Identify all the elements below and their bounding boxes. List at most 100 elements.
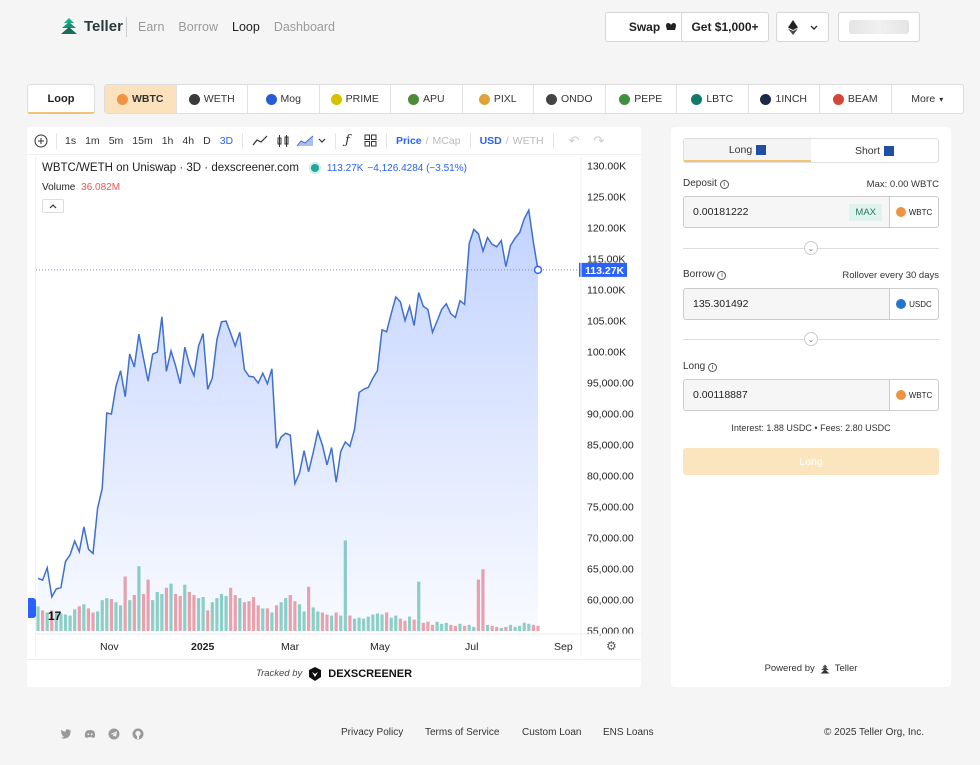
twitter-icon[interactable] xyxy=(60,728,72,740)
borrow-asset-selector[interactable]: USDC xyxy=(889,289,938,319)
token-tab-mog[interactable]: Mog xyxy=(248,85,320,113)
chevron-down-icon[interactable] xyxy=(318,138,326,143)
footer-custom-loan-link[interactable]: Custom Loan xyxy=(522,727,582,738)
token-tab-weth[interactable]: WETH xyxy=(177,85,248,113)
token-tab-lbtc[interactable]: LBTC xyxy=(677,85,749,113)
indicators-fx-icon[interactable]: ƒ xyxy=(345,133,350,148)
token-tab-apu[interactable]: APU xyxy=(391,85,463,113)
copyright: © 2025 Teller Org, Inc. xyxy=(824,727,925,738)
borrow-field[interactable]: 135.301492 USDC xyxy=(683,288,939,320)
network-selector[interactable] xyxy=(776,12,829,42)
nav-earn[interactable]: Earn xyxy=(138,20,165,34)
chart-title: WBTC/WETH on Uniswap · 3D · dexscreener.… xyxy=(42,162,467,174)
deposit-value[interactable]: 0.00181222 xyxy=(693,206,749,218)
layout-grid-icon[interactable] xyxy=(364,134,377,147)
y-tick-label: 70,000.00 xyxy=(587,533,634,545)
y-tick-label: 75,000.00 xyxy=(587,502,634,514)
wbtc-icon xyxy=(895,207,906,217)
token-tab-wbtc[interactable]: WBTC xyxy=(105,85,177,113)
interest-fees: Interest: 1.88 USDC • Fees: 2.80 USDC xyxy=(731,423,891,433)
more-tokens-dropdown[interactable]: More ▾ xyxy=(892,85,964,113)
token-tab-1inch[interactable]: 1INCH xyxy=(749,85,820,113)
github-icon[interactable] xyxy=(132,728,144,740)
interval-3d[interactable]: 3D xyxy=(219,134,234,147)
max-button[interactable]: MAX xyxy=(849,203,882,221)
x-tick-label: Jul xyxy=(465,641,478,653)
token-tab-pepe[interactable]: PEPE xyxy=(606,85,677,113)
token-label: Mog xyxy=(280,93,301,105)
long-submit-button[interactable]: Long xyxy=(683,448,939,475)
discord-icon[interactable] xyxy=(84,728,96,740)
interval-4h[interactable]: 4h xyxy=(182,134,195,147)
x-tick-label: Sep xyxy=(554,641,573,653)
chevron-down-circle-icon: ⌄ xyxy=(804,332,818,346)
token-tab-ondo[interactable]: ONDO xyxy=(534,85,606,113)
usdc-icon xyxy=(896,299,907,309)
teller-logo[interactable]: Teller xyxy=(60,17,123,35)
footer-privacy-link[interactable]: Privacy Policy xyxy=(341,727,404,738)
y-tick-label: 115.00K xyxy=(587,254,625,266)
interval-15m[interactable]: 15m xyxy=(132,134,153,147)
apu-icon xyxy=(407,93,419,105)
footer-terms-link[interactable]: Terms of Service xyxy=(425,727,500,738)
deposit-field[interactable]: 0.00181222 MAX WBTC xyxy=(683,196,939,228)
interval-5m[interactable]: 5m xyxy=(108,134,124,147)
chart-toolbar: 1s 1m 5m 15m 1h 4h D 3D ƒ Price / MCap USD / WE… xyxy=(27,127,641,155)
chart-title-text: WBTC/WETH on Uniswap · 3D · dexscreener.… xyxy=(42,162,299,174)
long-tab[interactable]: Long xyxy=(684,139,811,162)
undo-icon[interactable]: ↶ xyxy=(568,132,580,148)
long-asset-selector[interactable]: WBTC xyxy=(889,380,938,410)
token-tab-pixl[interactable]: PIXL xyxy=(463,85,534,113)
price-line xyxy=(37,207,539,600)
price-change: −4,126.4284 (−3.51%) xyxy=(367,162,467,174)
short-tab[interactable]: Short xyxy=(811,139,938,162)
price-chart[interactable]: 130.00K 125.00K 120.00K 115.00K 110.00K 105.0… xyxy=(28,157,641,657)
area-chart-type-icon[interactable] xyxy=(296,135,314,147)
nav-dashboard[interactable]: Dashboard xyxy=(273,20,335,34)
token-tab-prime[interactable]: PRIME xyxy=(320,85,391,113)
borrow-value[interactable]: 135.301492 xyxy=(693,298,749,310)
long-value[interactable]: 0.00118887 xyxy=(693,389,748,401)
nav-loop[interactable]: Loop xyxy=(232,20,260,34)
interval-1m[interactable]: 1m xyxy=(85,134,100,147)
y-tick-label: 80,000.00 xyxy=(587,471,634,483)
loop-tab[interactable]: Loop xyxy=(27,84,95,114)
token-tab-beam[interactable]: BEAM xyxy=(820,85,892,113)
weth-toggle[interactable]: WETH xyxy=(512,134,544,147)
collapse-legend-button[interactable] xyxy=(42,199,64,213)
token-label: PRIME xyxy=(345,93,379,105)
nav-borrow[interactable]: Borrow xyxy=(178,20,218,34)
borrow-label: Borrow i xyxy=(683,269,727,280)
footer-ens-loans-link[interactable]: ENS Loans xyxy=(603,727,654,738)
mog-icon xyxy=(265,93,277,105)
deposit-asset-selector[interactable]: WBTC xyxy=(889,197,938,227)
logo-separator xyxy=(126,17,127,37)
interval-1s[interactable]: 1s xyxy=(65,134,77,147)
borrow-label-text: Borrow xyxy=(683,269,715,280)
y-tick-label: 100.00K xyxy=(587,347,626,359)
info-icon: i xyxy=(719,180,729,189)
mcap-toggle[interactable]: MCap xyxy=(432,134,461,147)
get-1000-button[interactable]: Get $1,000+ xyxy=(681,12,769,42)
redo-icon[interactable]: ↷ xyxy=(593,132,605,148)
y-tick-label: 120.00K xyxy=(587,223,626,235)
settings-gear-icon[interactable]: ⚙ xyxy=(606,639,617,653)
scroll-handle[interactable] xyxy=(28,598,36,618)
x-tick-label: Mar xyxy=(281,641,300,653)
candle-chart-type-icon[interactable] xyxy=(276,134,290,148)
token-label: PEPE xyxy=(634,93,663,105)
interval-d[interactable]: D xyxy=(203,134,211,147)
chart-svg: 130.00K 125.00K 120.00K 115.00K 110.00K 105.0… xyxy=(36,157,641,657)
interval-1h[interactable]: 1h xyxy=(161,134,174,147)
info-icon: i xyxy=(708,363,718,372)
main-nav: Earn Borrow Loop Dashboard xyxy=(138,20,335,34)
line-chart-type-icon[interactable] xyxy=(252,135,268,147)
logo-text: Teller xyxy=(84,17,123,35)
add-indicator-icon[interactable] xyxy=(34,134,48,148)
wallet-button[interactable] xyxy=(838,12,920,42)
price-toggle[interactable]: Price xyxy=(395,134,422,147)
long-amount-field[interactable]: 0.00118887 WBTC xyxy=(683,379,939,411)
more-label: More xyxy=(911,93,936,105)
usd-toggle[interactable]: USD xyxy=(479,134,502,147)
telegram-icon[interactable] xyxy=(108,728,120,740)
